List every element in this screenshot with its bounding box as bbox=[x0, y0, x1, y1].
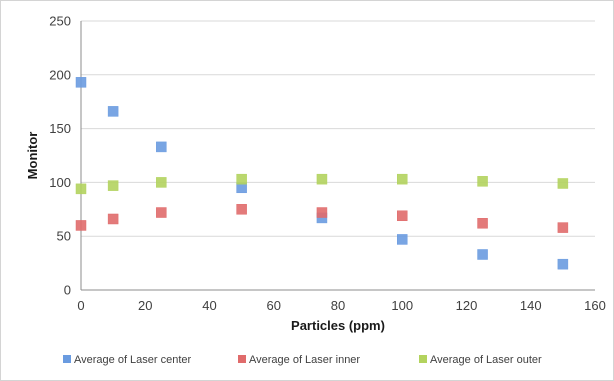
data-point-series-2 bbox=[236, 173, 247, 185]
data-point-series-1 bbox=[316, 207, 328, 218]
y-tick-label: 150 bbox=[49, 121, 71, 136]
legend-item: Average of Laser outer bbox=[419, 354, 542, 366]
data-point-series-2 bbox=[156, 177, 167, 188]
data-point-series-0 bbox=[557, 258, 569, 270]
x-tick-label: 40 bbox=[202, 298, 216, 313]
data-point-series-1 bbox=[107, 213, 119, 225]
legend: Average of Laser center Average of Laser … bbox=[63, 354, 542, 366]
data-point-series-0 bbox=[75, 77, 87, 88]
y-tick-label: 200 bbox=[49, 67, 71, 82]
tick-labels: 0 50 100 150 200 250 0 20 40 60 80 100 120 140 160 bbox=[49, 14, 606, 314]
data-point-series-1 bbox=[75, 220, 87, 231]
data-point-series-2 bbox=[397, 173, 408, 185]
y-tick-label: 0 bbox=[64, 283, 71, 298]
data-point-series-2 bbox=[477, 176, 488, 187]
legend-item: Average of Laser center bbox=[63, 354, 192, 366]
legend-label: Average of Laser center bbox=[74, 354, 192, 366]
x-tick-label: 140 bbox=[520, 298, 542, 313]
x-tick-label: 80 bbox=[331, 298, 345, 313]
data-point-series-2 bbox=[107, 180, 119, 191]
y-tick-label: 50 bbox=[57, 229, 71, 244]
data-point-series-0 bbox=[477, 249, 488, 260]
data-point-series-0 bbox=[397, 234, 408, 245]
data-points bbox=[75, 77, 569, 270]
legend-swatch bbox=[238, 355, 246, 363]
legend-swatch bbox=[419, 355, 427, 363]
data-point-series-1 bbox=[397, 210, 408, 222]
axes bbox=[80, 21, 595, 291]
x-tick-label: 20 bbox=[138, 298, 152, 313]
y-tick-label: 250 bbox=[49, 14, 71, 29]
data-point-series-0 bbox=[107, 106, 119, 117]
data-point-series-1 bbox=[477, 218, 488, 229]
x-axis-title: Particles (ppm) bbox=[291, 318, 385, 333]
data-point-series-2 bbox=[75, 183, 87, 195]
data-point-series-2 bbox=[557, 178, 569, 189]
legend-label: Average of Laser outer bbox=[430, 354, 542, 366]
y-tick-label: 100 bbox=[49, 175, 71, 190]
data-point-series-0 bbox=[156, 141, 167, 153]
y-axis-title: Monitor bbox=[25, 132, 40, 180]
legend-item: Average of Laser inner bbox=[238, 354, 360, 366]
x-tick-label: 0 bbox=[77, 298, 84, 313]
legend-swatch bbox=[63, 355, 71, 363]
x-tick-label: 100 bbox=[391, 298, 413, 313]
data-point-series-1 bbox=[557, 222, 569, 233]
legend-label: Average of Laser inner bbox=[249, 354, 360, 366]
x-tick-label: 120 bbox=[456, 298, 478, 313]
data-point-series-2 bbox=[316, 173, 328, 185]
x-tick-label: 160 bbox=[584, 298, 606, 313]
gridlines bbox=[81, 20, 595, 237]
data-point-series-1 bbox=[156, 207, 167, 218]
data-point-series-1 bbox=[236, 204, 247, 215]
x-tick-label: 60 bbox=[267, 298, 281, 313]
